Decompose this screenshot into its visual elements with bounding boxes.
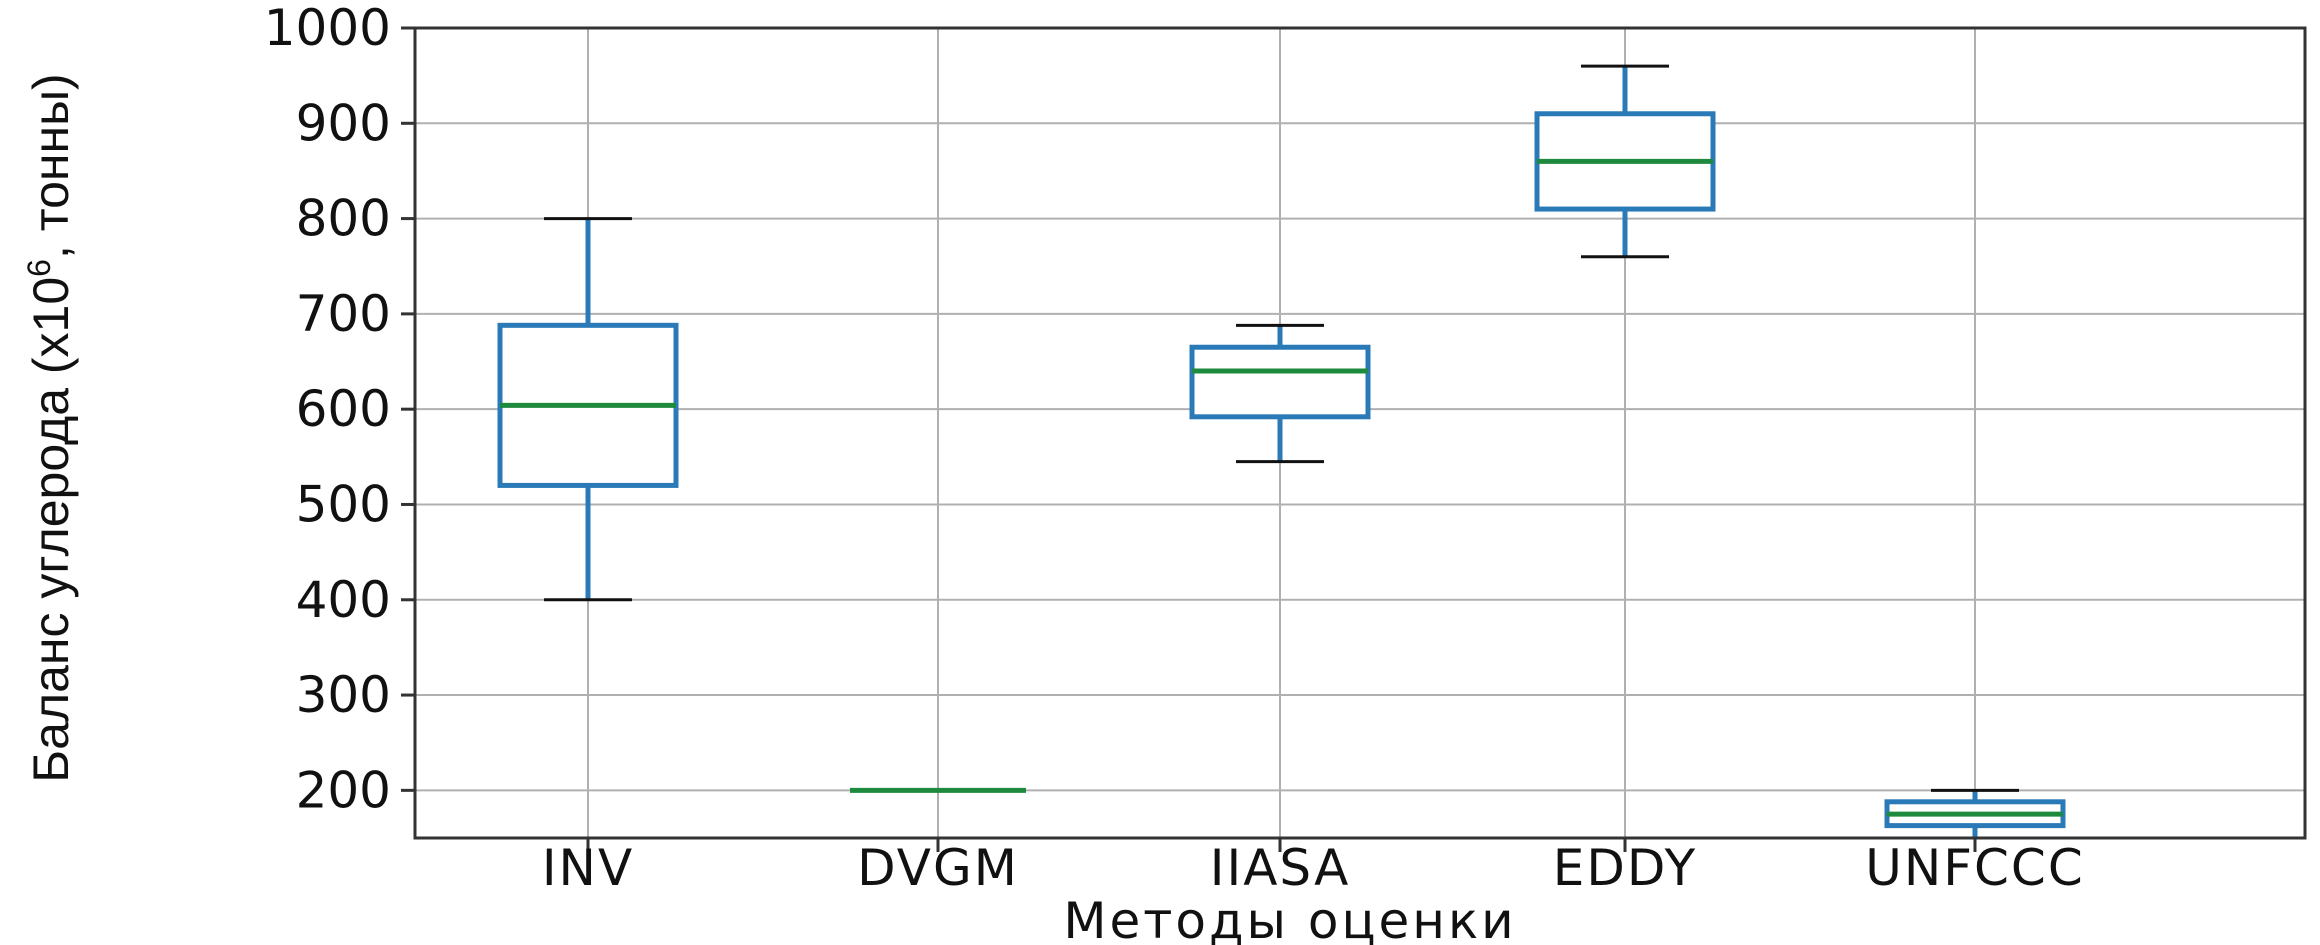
y-tick-label-500: 500 — [296, 475, 391, 533]
box-iqr-iiasa — [1189, 344, 1371, 420]
plot-area-frame — [413, 26, 2307, 840]
x-tick-label-inv: INV — [542, 839, 634, 897]
x-tick-label-eddy: EDDY — [1553, 839, 1697, 897]
y-tick-label-700: 700 — [296, 285, 391, 343]
y-axis-title-main: Баланс углерода (x10 — [23, 277, 79, 783]
y-axis-ticks: 200 300 400 500 600 700 800 900 1000 — [264, 0, 415, 819]
y-tick-label-800: 800 — [296, 190, 391, 248]
y-tick-label-900: 900 — [296, 94, 391, 152]
y-axis-title-superscript: 6 — [21, 259, 57, 277]
box-inv — [497, 217, 679, 602]
box-unfccc — [1884, 788, 2066, 840]
box-iiasa — [1189, 323, 1371, 464]
x-axis-ticks: INV DVGM IIASA EDDY UNFCCC — [542, 838, 2085, 897]
y-axis-title: Баланс углерода (x106, тонны) — [21, 73, 79, 782]
y-tick-label-1000: 1000 — [264, 0, 391, 57]
box-eddy — [1534, 64, 1716, 259]
box-series — [497, 64, 2066, 840]
y-tick-label-300: 300 — [296, 666, 391, 724]
grid-lines — [415, 27, 2305, 838]
y-tick-label-400: 400 — [296, 571, 391, 629]
x-axis-title: Методы оценки — [1063, 892, 1516, 945]
y-tick-label-200: 200 — [296, 761, 391, 819]
x-tick-label-unfccc: UNFCCC — [1865, 839, 2085, 897]
y-axis-title-suffix: , тонны) — [23, 73, 79, 259]
x-tick-label-iiasa: IIASA — [1210, 839, 1351, 897]
y-tick-label-600: 600 — [296, 380, 391, 438]
x-tick-label-dvgm: DVGM — [857, 839, 1019, 897]
